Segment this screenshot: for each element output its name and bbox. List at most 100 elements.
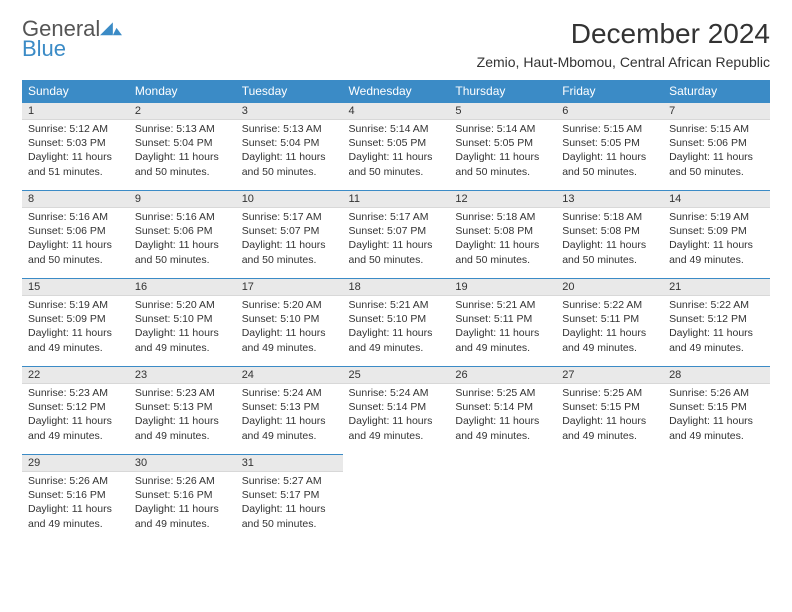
sunset-line: Sunset: 5:06 PM — [669, 136, 764, 150]
day-number: 21 — [663, 279, 770, 296]
daylight-line: Daylight: 11 hours and 50 minutes. — [562, 238, 657, 266]
day-details: Sunrise: 5:25 AMSunset: 5:15 PMDaylight:… — [556, 384, 663, 449]
day-details: Sunrise: 5:19 AMSunset: 5:09 PMDaylight:… — [663, 208, 770, 273]
weekday-header-row: SundayMondayTuesdayWednesdayThursdayFrid… — [22, 80, 770, 103]
daylight-line: Daylight: 11 hours and 49 minutes. — [135, 502, 230, 530]
sunrise-line: Sunrise: 5:23 AM — [135, 386, 230, 400]
day-details: Sunrise: 5:23 AMSunset: 5:13 PMDaylight:… — [129, 384, 236, 449]
day-details: Sunrise: 5:18 AMSunset: 5:08 PMDaylight:… — [556, 208, 663, 273]
sunset-line: Sunset: 5:05 PM — [349, 136, 444, 150]
sunrise-line: Sunrise: 5:27 AM — [242, 474, 337, 488]
weekday-header: Sunday — [22, 80, 129, 103]
day-number: 15 — [22, 279, 129, 296]
day-number: 14 — [663, 191, 770, 208]
day-details: Sunrise: 5:23 AMSunset: 5:12 PMDaylight:… — [22, 384, 129, 449]
sunrise-line: Sunrise: 5:16 AM — [135, 210, 230, 224]
day-number: 26 — [449, 367, 556, 384]
page-title: December 2024 — [477, 18, 770, 50]
day-details: Sunrise: 5:16 AMSunset: 5:06 PMDaylight:… — [22, 208, 129, 273]
header: General Blue December 2024 Zemio, Haut-M… — [22, 18, 770, 70]
daylight-line: Daylight: 11 hours and 49 minutes. — [242, 414, 337, 442]
daylight-line: Daylight: 11 hours and 50 minutes. — [135, 238, 230, 266]
calendar-cell: 28Sunrise: 5:26 AMSunset: 5:15 PMDayligh… — [663, 367, 770, 455]
day-number: 11 — [343, 191, 450, 208]
calendar-cell-empty — [663, 455, 770, 543]
day-number: 2 — [129, 103, 236, 120]
sunrise-line: Sunrise: 5:25 AM — [562, 386, 657, 400]
sunrise-line: Sunrise: 5:26 AM — [669, 386, 764, 400]
calendar-cell: 27Sunrise: 5:25 AMSunset: 5:15 PMDayligh… — [556, 367, 663, 455]
day-number: 27 — [556, 367, 663, 384]
sunset-line: Sunset: 5:15 PM — [562, 400, 657, 414]
calendar-cell: 17Sunrise: 5:20 AMSunset: 5:10 PMDayligh… — [236, 279, 343, 367]
day-number: 1 — [22, 103, 129, 120]
day-number: 22 — [22, 367, 129, 384]
brand-logo: General Blue — [22, 18, 122, 60]
day-number: 31 — [236, 455, 343, 472]
day-details: Sunrise: 5:18 AMSunset: 5:08 PMDaylight:… — [449, 208, 556, 273]
sunset-line: Sunset: 5:15 PM — [669, 400, 764, 414]
sunset-line: Sunset: 5:12 PM — [669, 312, 764, 326]
day-details: Sunrise: 5:20 AMSunset: 5:10 PMDaylight:… — [236, 296, 343, 361]
sunset-line: Sunset: 5:11 PM — [455, 312, 550, 326]
sunset-line: Sunset: 5:10 PM — [135, 312, 230, 326]
day-details: Sunrise: 5:24 AMSunset: 5:14 PMDaylight:… — [343, 384, 450, 449]
sunrise-line: Sunrise: 5:22 AM — [669, 298, 764, 312]
day-number: 20 — [556, 279, 663, 296]
sunset-line: Sunset: 5:16 PM — [28, 488, 123, 502]
daylight-line: Daylight: 11 hours and 49 minutes. — [455, 414, 550, 442]
sunset-line: Sunset: 5:17 PM — [242, 488, 337, 502]
day-details: Sunrise: 5:15 AMSunset: 5:06 PMDaylight:… — [663, 120, 770, 185]
sunrise-line: Sunrise: 5:22 AM — [562, 298, 657, 312]
sunset-line: Sunset: 5:09 PM — [28, 312, 123, 326]
daylight-line: Daylight: 11 hours and 49 minutes. — [455, 326, 550, 354]
daylight-line: Daylight: 11 hours and 49 minutes. — [669, 238, 764, 266]
day-number: 16 — [129, 279, 236, 296]
daylight-line: Daylight: 11 hours and 50 minutes. — [28, 238, 123, 266]
weekday-header: Friday — [556, 80, 663, 103]
day-number: 19 — [449, 279, 556, 296]
calendar-cell-empty — [449, 455, 556, 543]
sunset-line: Sunset: 5:06 PM — [135, 224, 230, 238]
sunset-line: Sunset: 5:10 PM — [242, 312, 337, 326]
day-details: Sunrise: 5:15 AMSunset: 5:05 PMDaylight:… — [556, 120, 663, 185]
sunset-line: Sunset: 5:07 PM — [242, 224, 337, 238]
day-number: 12 — [449, 191, 556, 208]
day-details: Sunrise: 5:24 AMSunset: 5:13 PMDaylight:… — [236, 384, 343, 449]
calendar-cell: 6Sunrise: 5:15 AMSunset: 5:05 PMDaylight… — [556, 103, 663, 191]
calendar-cell: 16Sunrise: 5:20 AMSunset: 5:10 PMDayligh… — [129, 279, 236, 367]
day-details: Sunrise: 5:17 AMSunset: 5:07 PMDaylight:… — [343, 208, 450, 273]
sunrise-line: Sunrise: 5:13 AM — [242, 122, 337, 136]
calendar-cell: 5Sunrise: 5:14 AMSunset: 5:05 PMDaylight… — [449, 103, 556, 191]
day-number: 8 — [22, 191, 129, 208]
calendar-cell: 12Sunrise: 5:18 AMSunset: 5:08 PMDayligh… — [449, 191, 556, 279]
calendar-cell: 11Sunrise: 5:17 AMSunset: 5:07 PMDayligh… — [343, 191, 450, 279]
day-details: Sunrise: 5:21 AMSunset: 5:11 PMDaylight:… — [449, 296, 556, 361]
day-number: 9 — [129, 191, 236, 208]
daylight-line: Daylight: 11 hours and 49 minutes. — [242, 326, 337, 354]
brand-text: General Blue — [22, 18, 122, 60]
calendar-cell: 15Sunrise: 5:19 AMSunset: 5:09 PMDayligh… — [22, 279, 129, 367]
calendar-cell: 1Sunrise: 5:12 AMSunset: 5:03 PMDaylight… — [22, 103, 129, 191]
weekday-header: Thursday — [449, 80, 556, 103]
brand-mark-icon — [100, 18, 122, 36]
calendar-week: 29Sunrise: 5:26 AMSunset: 5:16 PMDayligh… — [22, 455, 770, 543]
calendar-cell: 8Sunrise: 5:16 AMSunset: 5:06 PMDaylight… — [22, 191, 129, 279]
sunrise-line: Sunrise: 5:12 AM — [28, 122, 123, 136]
calendar-cell: 10Sunrise: 5:17 AMSunset: 5:07 PMDayligh… — [236, 191, 343, 279]
daylight-line: Daylight: 11 hours and 50 minutes. — [669, 150, 764, 178]
sunrise-line: Sunrise: 5:21 AM — [349, 298, 444, 312]
sunset-line: Sunset: 5:09 PM — [669, 224, 764, 238]
calendar-cell: 18Sunrise: 5:21 AMSunset: 5:10 PMDayligh… — [343, 279, 450, 367]
calendar-cell: 30Sunrise: 5:26 AMSunset: 5:16 PMDayligh… — [129, 455, 236, 543]
sunrise-line: Sunrise: 5:25 AM — [455, 386, 550, 400]
weekday-header: Saturday — [663, 80, 770, 103]
day-details: Sunrise: 5:25 AMSunset: 5:14 PMDaylight:… — [449, 384, 556, 449]
sunrise-line: Sunrise: 5:21 AM — [455, 298, 550, 312]
day-number: 25 — [343, 367, 450, 384]
sunrise-line: Sunrise: 5:18 AM — [455, 210, 550, 224]
calendar-cell: 23Sunrise: 5:23 AMSunset: 5:13 PMDayligh… — [129, 367, 236, 455]
day-number: 24 — [236, 367, 343, 384]
sunrise-line: Sunrise: 5:18 AM — [562, 210, 657, 224]
daylight-line: Daylight: 11 hours and 50 minutes. — [242, 502, 337, 530]
